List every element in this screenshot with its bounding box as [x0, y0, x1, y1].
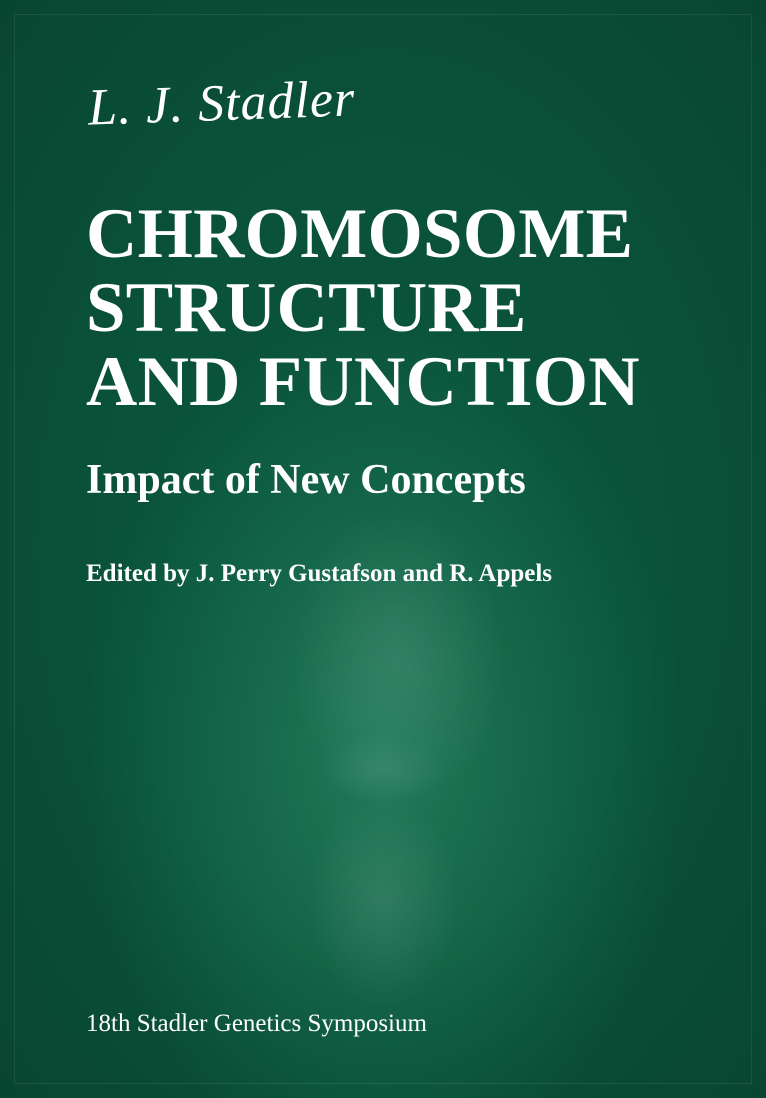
editors-line: Edited by J. Perry Gustafson and R. Appe…: [86, 560, 552, 588]
title-line-1: CHROMOSOME: [86, 198, 640, 272]
inner-border: [14, 14, 752, 1084]
title-line-2: STRUCTURE: [86, 272, 640, 346]
author-signature: L. J. Stadler: [87, 69, 356, 137]
title-line-3: AND FUNCTION: [86, 346, 640, 420]
book-cover: L. J. Stadler CHROMOSOME STRUCTURE AND F…: [0, 0, 766, 1098]
series-line: 18th Stadler Genetics Symposium: [86, 1010, 427, 1038]
book-subtitle: Impact of New Concepts: [86, 456, 526, 504]
book-title: CHROMOSOME STRUCTURE AND FUNCTION: [86, 198, 640, 419]
